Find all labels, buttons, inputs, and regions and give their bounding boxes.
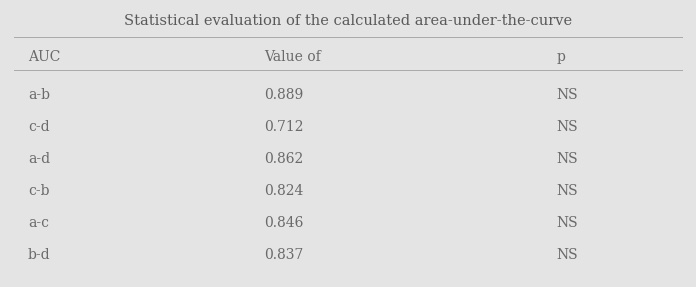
Text: NS: NS	[557, 184, 578, 198]
Text: NS: NS	[557, 152, 578, 166]
Text: 0.824: 0.824	[264, 184, 304, 198]
Text: c-b: c-b	[28, 184, 49, 198]
Text: Statistical evaluation of the calculated area-under-the-curve: Statistical evaluation of the calculated…	[124, 14, 572, 28]
Text: p: p	[557, 50, 566, 64]
Text: 0.846: 0.846	[264, 216, 304, 230]
Text: a-d: a-d	[28, 152, 50, 166]
Text: AUC: AUC	[28, 50, 61, 64]
Text: 0.837: 0.837	[264, 248, 304, 262]
Text: NS: NS	[557, 120, 578, 134]
Text: 0.889: 0.889	[264, 88, 303, 102]
Text: NS: NS	[557, 248, 578, 262]
Text: a-b: a-b	[28, 88, 50, 102]
Text: c-d: c-d	[28, 120, 49, 134]
Text: Value of: Value of	[264, 50, 322, 64]
Text: NS: NS	[557, 216, 578, 230]
Text: 0.862: 0.862	[264, 152, 303, 166]
Text: a-c: a-c	[28, 216, 49, 230]
Text: 0.712: 0.712	[264, 120, 304, 134]
Text: NS: NS	[557, 88, 578, 102]
Text: b-d: b-d	[28, 248, 51, 262]
